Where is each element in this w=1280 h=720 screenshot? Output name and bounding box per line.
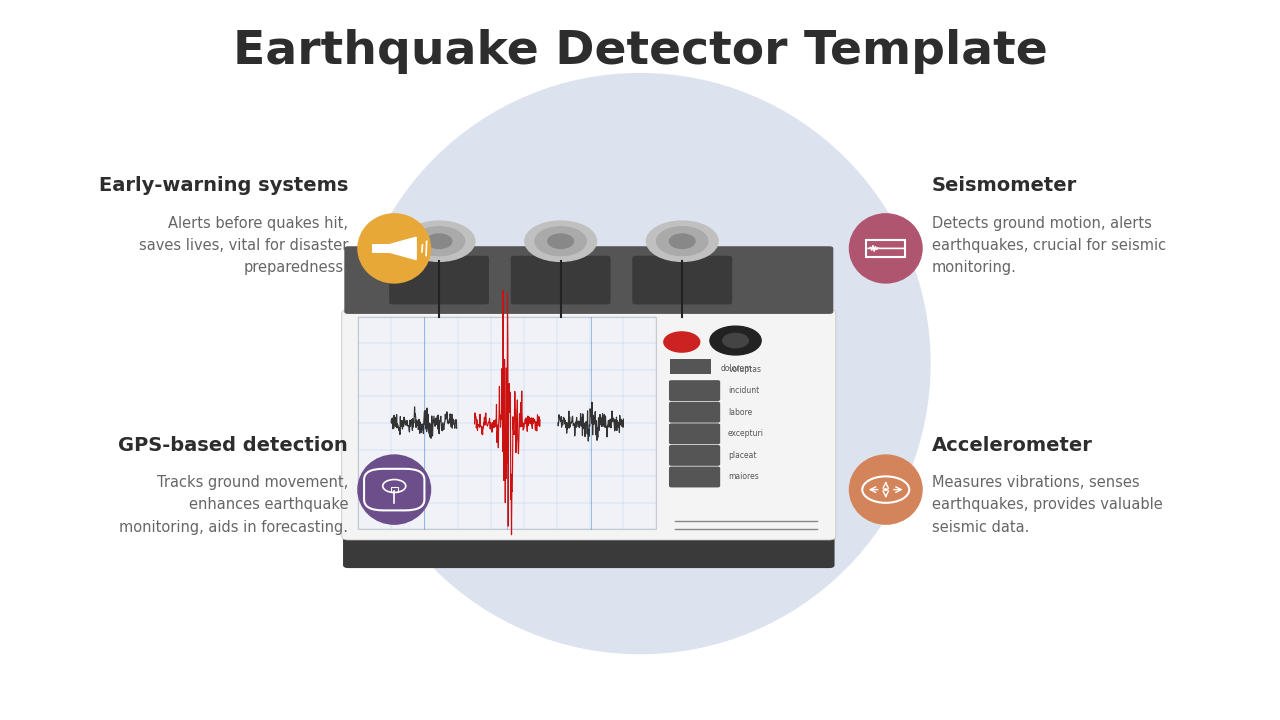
FancyBboxPatch shape bbox=[669, 445, 721, 466]
Text: Measures vibrations, senses
earthquakes, provides valuable
seismic data.: Measures vibrations, senses earthquakes,… bbox=[932, 475, 1162, 534]
Text: Seismometer: Seismometer bbox=[932, 176, 1076, 195]
FancyBboxPatch shape bbox=[511, 256, 611, 305]
Text: ipsam: ipsam bbox=[676, 365, 699, 374]
Circle shape bbox=[710, 326, 762, 355]
Circle shape bbox=[413, 227, 465, 256]
Text: maiores: maiores bbox=[728, 472, 759, 482]
FancyBboxPatch shape bbox=[632, 256, 732, 305]
Text: incidunt: incidunt bbox=[728, 386, 759, 395]
FancyBboxPatch shape bbox=[344, 246, 833, 314]
Polygon shape bbox=[390, 237, 416, 260]
Circle shape bbox=[548, 234, 573, 248]
Text: Detects ground motion, alerts
earthquakes, crucial for seismic
monitoring.: Detects ground motion, alerts earthquake… bbox=[932, 216, 1166, 276]
FancyBboxPatch shape bbox=[342, 310, 836, 540]
FancyBboxPatch shape bbox=[669, 380, 721, 401]
Ellipse shape bbox=[349, 73, 931, 654]
Text: labore: labore bbox=[728, 408, 753, 417]
Circle shape bbox=[525, 221, 596, 261]
Circle shape bbox=[723, 333, 749, 348]
Ellipse shape bbox=[358, 455, 430, 524]
FancyBboxPatch shape bbox=[669, 467, 721, 487]
Text: excepturi: excepturi bbox=[728, 429, 764, 438]
Text: placeat: placeat bbox=[728, 451, 756, 460]
Ellipse shape bbox=[850, 214, 922, 283]
FancyBboxPatch shape bbox=[389, 256, 489, 305]
Text: Early-warning systems: Early-warning systems bbox=[99, 176, 348, 195]
FancyBboxPatch shape bbox=[343, 530, 835, 568]
Circle shape bbox=[646, 221, 718, 261]
Circle shape bbox=[426, 234, 452, 248]
Circle shape bbox=[657, 227, 708, 256]
Text: Tracks ground movement,
enhances earthquake
monitoring, aids in forecasting.: Tracks ground movement, enhances earthqu… bbox=[119, 475, 348, 534]
FancyBboxPatch shape bbox=[669, 423, 721, 444]
Text: voluptas: voluptas bbox=[730, 365, 762, 374]
FancyBboxPatch shape bbox=[372, 244, 390, 253]
Ellipse shape bbox=[358, 214, 430, 283]
Circle shape bbox=[669, 234, 695, 248]
FancyBboxPatch shape bbox=[669, 402, 721, 423]
Circle shape bbox=[883, 488, 888, 491]
Text: Earthquake Detector Template: Earthquake Detector Template bbox=[233, 29, 1047, 74]
Circle shape bbox=[403, 221, 475, 261]
Text: dolorem: dolorem bbox=[721, 364, 751, 373]
Text: GPS-based detection: GPS-based detection bbox=[119, 436, 348, 454]
Circle shape bbox=[664, 332, 700, 352]
FancyBboxPatch shape bbox=[358, 317, 657, 529]
Circle shape bbox=[535, 227, 586, 256]
Ellipse shape bbox=[850, 455, 922, 524]
Text: Accelerometer: Accelerometer bbox=[932, 436, 1093, 454]
FancyBboxPatch shape bbox=[671, 359, 712, 374]
Text: Alerts before quakes hit,
saves lives, vital for disaster
preparedness.: Alerts before quakes hit, saves lives, v… bbox=[138, 216, 348, 276]
